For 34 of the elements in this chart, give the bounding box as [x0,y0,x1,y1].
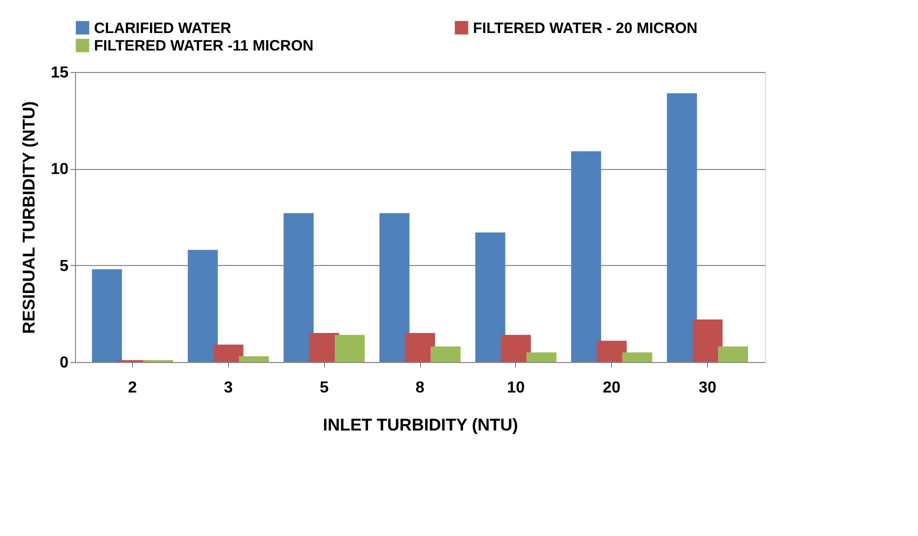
bar [500,334,531,362]
x-tick-label: 20 [602,380,621,396]
legend-label: FILTERED WATER -11 MICRON [94,38,314,54]
bar [238,356,269,362]
bar [692,319,722,362]
y-tick-label: 15 [50,64,69,82]
x-tick-label: 5 [320,380,329,396]
bar [718,346,748,362]
legend-label: FILTERED WATER - 20 MICRON [473,20,698,37]
bar [213,344,244,362]
y-tick-label: 0 [60,354,69,372]
bar [475,232,506,362]
x-tick-label: 8 [416,380,425,396]
x-tick-label: 2 [128,380,138,396]
x-tick-label: 10 [506,380,525,396]
bar [284,213,314,362]
legend-label: CLARIFIED WATER [94,20,232,37]
bar [92,269,122,362]
bar [571,151,602,362]
bar [596,340,627,362]
y-tick-label: 5 [60,258,69,275]
bar [526,352,556,362]
bar [188,250,218,362]
y-tick-label: 10 [50,161,69,178]
bar [379,213,410,362]
bar [405,333,435,362]
x-axis-title: INLET TURBIDITY (NTU) [322,416,518,434]
bar [666,93,697,362]
bar [430,346,461,362]
y-axis-title: RESIDUAL TURBIDITY (NTU) [20,101,39,334]
bar [622,352,652,362]
x-tick-label: 3 [224,380,233,396]
x-tick-label: 30 [698,380,716,396]
bar [334,334,365,362]
